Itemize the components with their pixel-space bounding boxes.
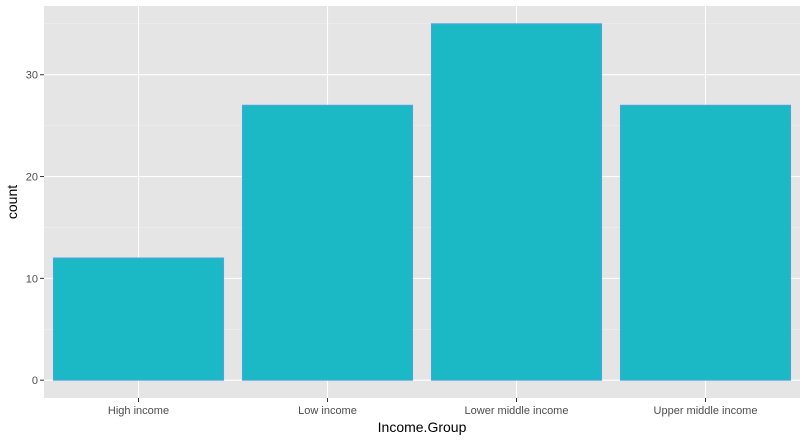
x-tick-label: Lower middle income bbox=[465, 405, 569, 417]
bar bbox=[430, 23, 603, 381]
y-tick-label: 20 bbox=[26, 172, 38, 184]
bar bbox=[619, 104, 792, 381]
x-tick-label: Low income bbox=[298, 405, 357, 417]
y-tick-label: 30 bbox=[26, 70, 38, 82]
y-tick-label: 0 bbox=[32, 375, 38, 387]
y-axis-title: count bbox=[4, 185, 20, 219]
y-tick-label: 10 bbox=[26, 273, 38, 285]
x-axis-title: Income.Group bbox=[378, 419, 467, 435]
x-tick-label: High income bbox=[108, 405, 169, 417]
x-tick-label: Upper middle income bbox=[654, 405, 758, 417]
bar bbox=[241, 104, 414, 381]
bars bbox=[52, 23, 792, 381]
y-axis-ticks: 0 10 20 30 bbox=[26, 70, 44, 387]
bar bbox=[52, 257, 225, 381]
x-axis-ticks: High income Low income Lower middle income… bbox=[108, 398, 758, 417]
